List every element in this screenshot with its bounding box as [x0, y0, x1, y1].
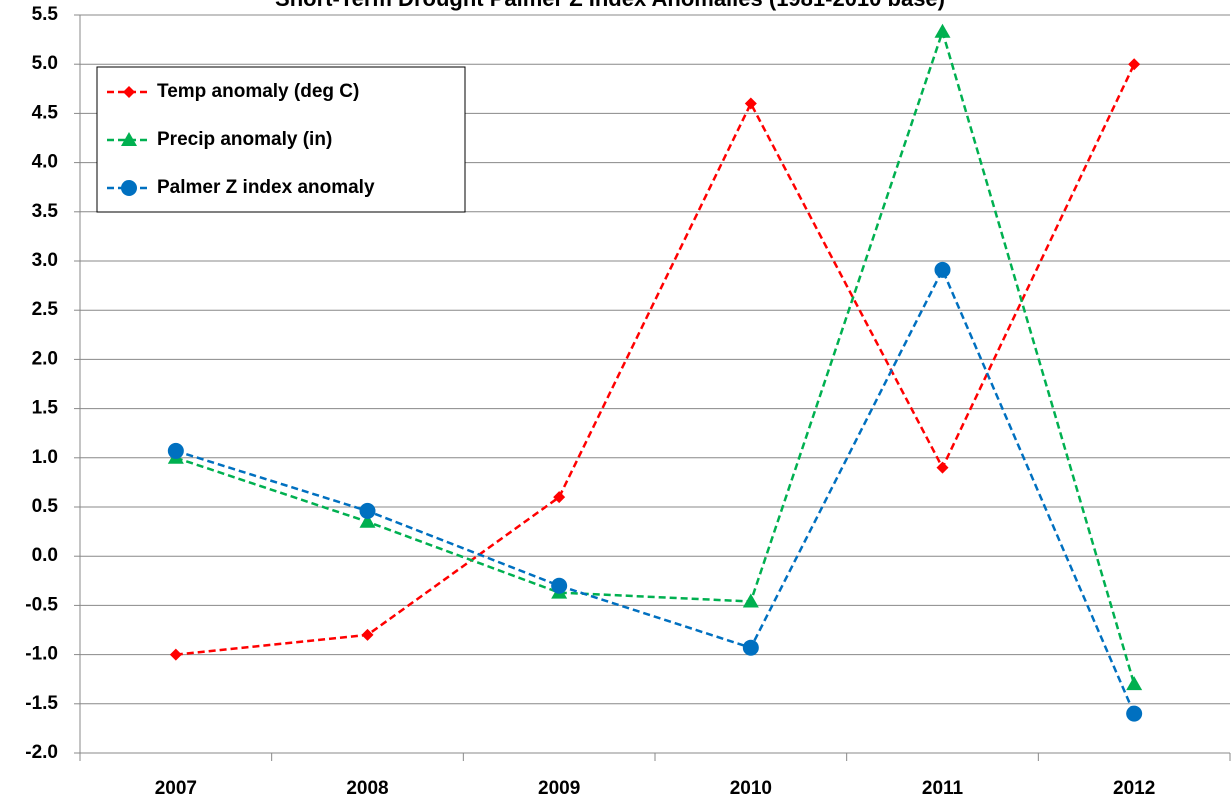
legend-marker: [123, 86, 135, 98]
marker: [359, 502, 376, 519]
y-tick-label: 3.5: [32, 201, 59, 222]
legend-box: [96, 66, 466, 213]
marker: [1126, 676, 1143, 691]
series-line: [175, 266, 1136, 715]
legend-label: Precip anomaly (in): [157, 129, 332, 150]
y-tick-label: 3.0: [32, 250, 58, 271]
marker: [169, 648, 182, 661]
y-tick-label: 2.0: [32, 348, 58, 369]
x-tick-label: 2012: [1113, 778, 1155, 799]
legend-label: Palmer Z index anomaly: [157, 177, 375, 198]
marker: [1128, 58, 1141, 71]
y-tick-label: 2.5: [32, 299, 59, 320]
legend-marker: [121, 180, 137, 196]
marker: [934, 23, 951, 38]
y-tick-label: 5.5: [32, 4, 59, 25]
y-tick-label: 4.5: [32, 102, 59, 123]
marker: [361, 628, 374, 641]
legend-marker: [121, 132, 137, 146]
y-tick-label: 0.5: [32, 496, 59, 517]
x-tick-label: 2011: [922, 778, 964, 799]
y-tick-label: -1.5: [25, 693, 58, 714]
marker: [553, 491, 566, 504]
marker: [359, 513, 376, 528]
y-tick-label: 0.0: [32, 545, 58, 566]
y-tick-label: -2.0: [25, 742, 58, 763]
y-tick-label: 5.0: [32, 53, 58, 74]
x-tick-label: 2009: [538, 778, 580, 799]
series-line: [175, 27, 1136, 685]
marker: [551, 577, 568, 594]
marker: [1126, 705, 1143, 722]
y-tick-label: 4.0: [32, 152, 58, 173]
marker: [742, 639, 759, 656]
marker: [744, 97, 757, 110]
series-line: [175, 63, 1136, 656]
x-tick-label: 2008: [346, 778, 388, 799]
y-tick-label: -0.5: [25, 594, 58, 615]
x-tick-label: 2007: [155, 778, 197, 799]
y-tick-label: -1.0: [25, 644, 58, 665]
y-tick-label: 1.0: [32, 447, 58, 468]
marker: [936, 461, 949, 474]
legend-label: Temp anomaly (deg C): [157, 81, 359, 102]
x-tick-label: 2010: [730, 778, 772, 799]
y-tick-label: 1.5: [32, 398, 59, 419]
chart-title: Short-Term Drought Palmer Z Index Anomal…: [275, 0, 945, 11]
marker: [167, 442, 184, 459]
marker: [742, 593, 759, 608]
marker: [934, 261, 951, 278]
